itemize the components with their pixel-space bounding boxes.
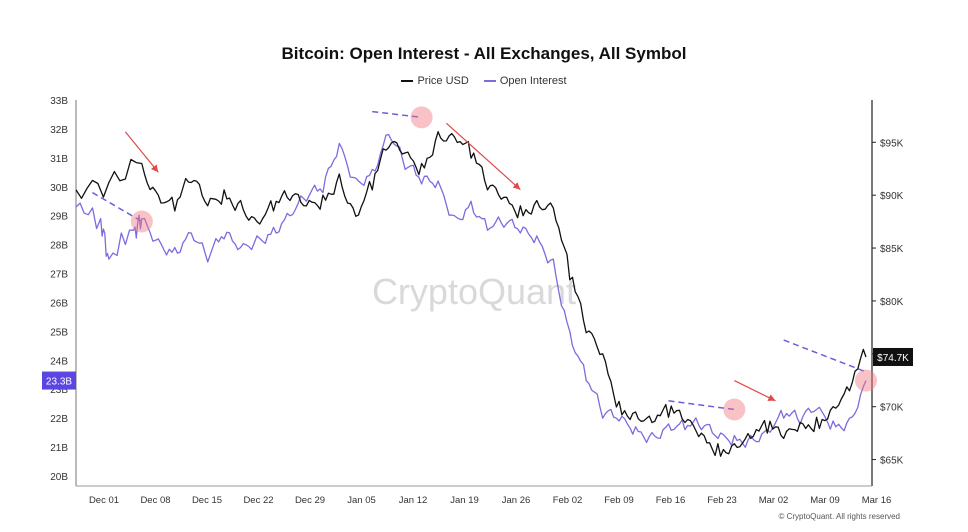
x-tick-label: Dec 08 [140, 495, 170, 506]
left-tick-label: 33B [50, 96, 68, 107]
trend-arrow [445, 122, 521, 191]
right-tick-label: $85K [880, 244, 904, 255]
highlight-circle [723, 398, 746, 421]
right-tick-label: $80K [880, 297, 904, 308]
highlight-circle [130, 210, 153, 233]
left-value-marker-label: 23.3B [46, 377, 72, 388]
left-tick-label: 27B [50, 270, 68, 281]
x-tick-label: Feb 23 [707, 495, 737, 506]
left-tick-label: 22B [50, 414, 68, 425]
chart-title: Bitcoin: Open Interest - All Exchanges, … [281, 44, 687, 63]
left-tick-label: 28B [50, 241, 68, 252]
left-value-marker [42, 371, 76, 390]
dashed-trendline [372, 110, 422, 119]
legend-label-price: Price USD [417, 75, 469, 87]
right-value-marker-label: $74.7K [877, 353, 909, 364]
legend-item-open-interest[interactable]: Open Interest [483, 75, 567, 87]
left-tick-label: 30B [50, 183, 68, 194]
right-tick-label: $70K [880, 403, 904, 414]
watermark: CryptoQuant [372, 271, 576, 312]
legend-label-open-interest: Open Interest [499, 75, 567, 87]
x-tick-label: Dec 15 [192, 495, 222, 506]
x-tick-label: Jan 19 [450, 495, 479, 506]
legend-item-price[interactable]: Price USD [401, 75, 469, 87]
left-tick-label: 31B [50, 154, 68, 165]
left-tick-label: 23B [50, 385, 68, 396]
highlight-circle [410, 106, 433, 129]
trend-arrow [734, 380, 776, 402]
open-interest-line [75, 134, 867, 448]
x-tick-label: Dec 22 [243, 495, 273, 506]
x-tick-label: Feb 09 [604, 495, 634, 506]
x-tick-label: Jan 05 [347, 495, 376, 506]
left-tick-label: 20B [50, 472, 68, 483]
legend-swatch-open-interest [483, 80, 496, 83]
left-tick-label: 32B [50, 125, 68, 136]
x-tick-label: Dec 01 [89, 495, 119, 506]
dashed-trendline [783, 339, 867, 373]
left-tick-label: 24B [50, 356, 68, 367]
right-tick-label: $90K [880, 191, 904, 202]
x-tick-label: Feb 02 [553, 495, 583, 506]
left-tick-label: 26B [50, 298, 68, 309]
dashed-trendline [668, 400, 735, 411]
legend-swatch-price [401, 80, 414, 83]
x-tick-label: Jan 26 [502, 495, 531, 506]
copyright-footer: © CryptoQuant. All rights reserved [778, 512, 901, 521]
trend-arrow [124, 131, 159, 173]
x-tick-label: Feb 16 [656, 495, 686, 506]
x-tick-label: Mar 16 [862, 495, 892, 506]
right-tick-label: $95K [880, 138, 904, 149]
legend: Price USD Open Interest [0, 75, 968, 87]
right-tick-label: $65K [880, 456, 904, 467]
right-value-marker [873, 347, 913, 366]
left-tick-label: 29B [50, 212, 68, 223]
x-tick-label: Mar 09 [810, 495, 840, 506]
x-tick-label: Mar 02 [759, 495, 789, 506]
left-tick-label: 25B [50, 327, 68, 338]
highlight-circle [855, 369, 877, 392]
x-tick-label: Jan 12 [399, 495, 428, 506]
price-line [75, 131, 867, 457]
x-tick-label: Dec 29 [295, 495, 325, 506]
left-tick-label: 21B [50, 443, 68, 454]
